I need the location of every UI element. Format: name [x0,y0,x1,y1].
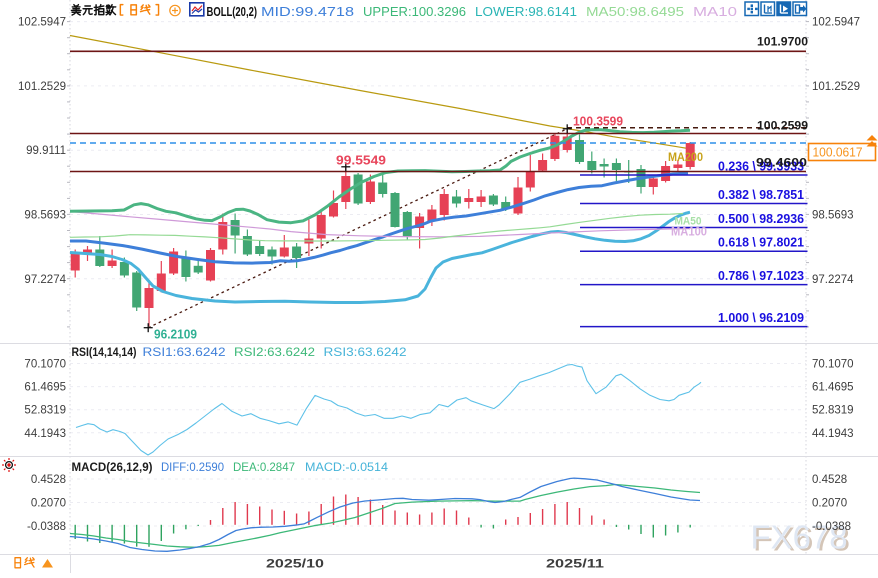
svg-text:61.4695: 61.4695 [812,382,854,394]
svg-text:102.5947: 102.5947 [18,17,66,29]
svg-text:0.786 \ 97.1023: 0.786 \ 97.1023 [718,269,804,283]
svg-text:MA200: MA200 [668,150,703,164]
svg-text:98.5693: 98.5693 [812,210,854,222]
svg-text:LOWER:98.6141: LOWER:98.6141 [475,4,577,19]
svg-text:UPPER:100.3296: UPPER:100.3296 [363,4,466,19]
svg-text:99.5549: 99.5549 [336,154,386,168]
svg-text:61.4695: 61.4695 [24,382,66,394]
svg-text:101.2529: 101.2529 [812,81,860,93]
svg-text:101.9700: 101.9700 [757,35,808,49]
svg-text:RSI(14,14,14): RSI(14,14,14) [72,345,137,359]
svg-text:FX678: FX678 [751,520,848,557]
svg-text:0.500 \ 98.2936: 0.500 \ 98.2936 [718,212,804,226]
svg-text:MACD:-0.0514: MACD:-0.0514 [305,460,388,474]
svg-text:-0.0388: -0.0388 [27,521,66,533]
svg-text:98.5693: 98.5693 [24,210,66,222]
svg-text:102.5947: 102.5947 [812,17,860,29]
svg-text:0.4528: 0.4528 [812,474,847,486]
svg-text:97.2274: 97.2274 [24,274,66,286]
svg-text:2025/11: 2025/11 [546,557,604,571]
svg-text:-0.0388: -0.0388 [812,521,851,533]
svg-text:70.1070: 70.1070 [24,359,66,371]
svg-text:100.2599: 100.2599 [757,119,808,133]
svg-text:97.2274: 97.2274 [812,274,854,286]
svg-text:100.0617: 100.0617 [813,146,863,160]
svg-text:BOLL(20,2): BOLL(20,2) [207,5,258,19]
svg-text:MA50: MA50 [675,216,702,228]
svg-text:MA10: MA10 [693,4,737,19]
svg-text:DEA:0.2847: DEA:0.2847 [233,460,295,474]
svg-text:70.1070: 70.1070 [812,359,854,371]
svg-text:0.618 \ 97.8021: 0.618 \ 97.8021 [718,236,804,250]
svg-text:44.1943: 44.1943 [24,428,66,440]
svg-text:0.2070: 0.2070 [812,498,847,510]
svg-text:44.1943: 44.1943 [812,428,854,440]
svg-text:MA50:98.6495: MA50:98.6495 [586,4,684,19]
svg-text:52.8319: 52.8319 [812,405,854,417]
svg-text:RSI2:63.6242: RSI2:63.6242 [234,345,315,359]
svg-text:2025/10: 2025/10 [266,557,324,571]
svg-text:0.4528: 0.4528 [31,474,66,486]
svg-text:1.000 \ 96.2109: 1.000 \ 96.2109 [718,311,804,325]
svg-text:RSI3:63.6242: RSI3:63.6242 [324,345,407,359]
svg-text:FX678: FX678 [753,522,850,559]
svg-text:DIFF:0.2590: DIFF:0.2590 [161,460,224,474]
svg-text:RSI1:63.6242: RSI1:63.6242 [143,345,226,359]
svg-text:0.382 \ 98.7851: 0.382 \ 98.7851 [718,188,804,202]
svg-text:99.4600: 99.4600 [756,156,807,170]
svg-text:101.2529: 101.2529 [18,81,66,93]
svg-text:52.8319: 52.8319 [24,405,66,417]
svg-text:0.2070: 0.2070 [31,498,66,510]
svg-text:100.3599: 100.3599 [573,115,623,129]
svg-text:0.236 \ 99.3933: 0.236 \ 99.3933 [718,160,804,174]
svg-text:MA100: MA100 [671,227,707,239]
svg-text:MID:99.4718: MID:99.4718 [261,4,354,19]
svg-text:MACD(26,12,9): MACD(26,12,9) [72,460,153,474]
svg-text:99.9111: 99.9111 [26,145,66,157]
svg-text:96.2109: 96.2109 [154,328,197,342]
